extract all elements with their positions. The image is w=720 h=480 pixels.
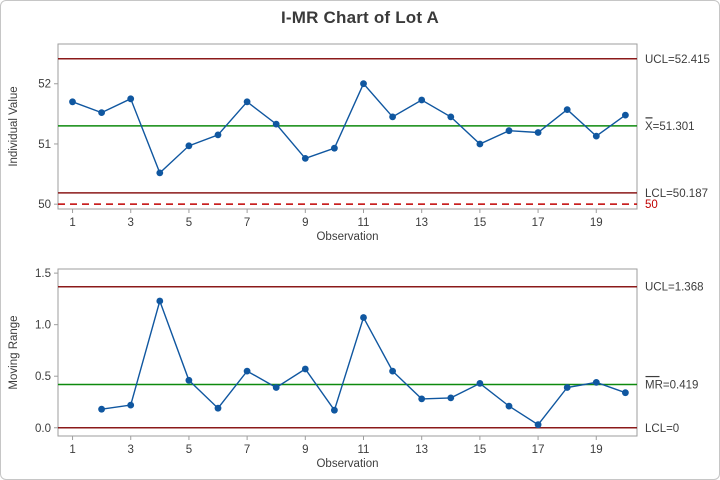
x-tick-label: 3 xyxy=(128,217,134,229)
data-point-11 xyxy=(360,314,367,321)
lcl-label: LCL=50.187 xyxy=(645,188,708,200)
data-point-18 xyxy=(563,106,571,113)
data-point-17 xyxy=(534,421,542,429)
data-point-17 xyxy=(534,129,542,136)
data-point-5 xyxy=(185,142,193,150)
data-point-7 xyxy=(243,367,251,375)
series-line xyxy=(72,82,626,175)
data-point-4 xyxy=(156,169,164,177)
y-tick-label: 1.5 xyxy=(35,268,51,280)
y-tick-label: 50 xyxy=(38,199,51,211)
data-point-16 xyxy=(505,127,513,135)
data-point-20 xyxy=(622,111,629,119)
data-point-7 xyxy=(243,98,251,106)
data-point-20 xyxy=(622,389,629,397)
data-point-15 xyxy=(476,140,484,148)
ucl-label: UCL=1.368 xyxy=(645,282,704,294)
x-axis-title: Observation xyxy=(316,231,378,243)
data-point-16 xyxy=(505,402,513,410)
data-point-5 xyxy=(185,376,193,384)
x-tick-label: 11 xyxy=(358,444,370,456)
x-tick-label: 19 xyxy=(590,217,603,229)
x-tick-label: 13 xyxy=(415,217,428,229)
y-tick-label: 0.5 xyxy=(35,371,51,383)
x-tick-label: 9 xyxy=(302,444,308,456)
lcl-label: LCL=0 xyxy=(645,423,679,435)
data-point-8 xyxy=(272,384,280,391)
data-point-11 xyxy=(360,80,367,88)
data-point-10 xyxy=(331,144,338,152)
y-tick-label: 1.0 xyxy=(35,320,51,332)
x-axis-title: Observation xyxy=(316,458,378,470)
data-point-2 xyxy=(98,405,105,413)
data-point-12 xyxy=(389,113,396,121)
x-tick-label: 17 xyxy=(532,217,545,229)
data-point-9 xyxy=(301,365,309,373)
chart-title: I-MR Chart of Lot A xyxy=(280,8,440,27)
data-point-3 xyxy=(127,401,135,409)
data-point-6 xyxy=(214,404,222,412)
moving-range-chart: 0.00.51.01.51 3 5 7 9 11 13 15 17 19ObservationMo… xyxy=(8,268,704,470)
y-tick-label: 52 xyxy=(38,79,51,91)
data-point-10 xyxy=(331,406,338,414)
data-point-8 xyxy=(272,120,280,128)
x-tick-label: 5 xyxy=(186,217,192,229)
center-label: X=51.301 xyxy=(645,121,695,133)
x-tick-label: 19 xyxy=(590,444,603,456)
data-point-19 xyxy=(592,132,600,140)
x-tick-label: 7 xyxy=(244,444,250,456)
x-tick-label: 13 xyxy=(415,444,428,456)
x-tick-label: 1 xyxy=(69,217,75,229)
x-tick-label: 5 xyxy=(186,444,192,456)
x-tick-label: 17 xyxy=(532,444,545,456)
x-tick-label: 7 xyxy=(244,217,250,229)
data-point-4 xyxy=(156,297,164,305)
data-point-9 xyxy=(301,155,309,162)
data-point-2 xyxy=(98,109,105,116)
x-tick-label: 1 xyxy=(69,444,75,456)
data-point-3 xyxy=(127,95,135,103)
data-point-13 xyxy=(418,395,426,403)
data-point-18 xyxy=(563,384,571,391)
data-point-1 xyxy=(69,98,76,106)
x-tick-label: 9 xyxy=(302,217,308,229)
plot-frame xyxy=(57,268,638,437)
data-point-15 xyxy=(476,380,484,387)
data-point-6 xyxy=(214,131,222,139)
x-tick-label: 15 xyxy=(473,217,486,229)
data-point-14 xyxy=(447,113,455,121)
data-point-19 xyxy=(592,379,600,386)
reference-label: 50 xyxy=(645,199,658,211)
y-axis-title: Individual Value xyxy=(8,86,20,166)
y-tick-label: 51 xyxy=(38,139,51,151)
x-tick-label: 3 xyxy=(128,444,134,456)
y-tick-label: 0.0 xyxy=(35,423,51,435)
data-point-12 xyxy=(389,367,396,375)
center-label: MR=0.419 xyxy=(645,380,698,392)
data-point-14 xyxy=(447,394,455,402)
y-axis-title: Moving Range xyxy=(8,315,20,389)
data-point-13 xyxy=(418,96,426,104)
x-tick-label: 15 xyxy=(473,444,486,456)
x-tick-label: 11 xyxy=(358,217,370,229)
ucl-label: UCL=52.415 xyxy=(645,54,710,66)
